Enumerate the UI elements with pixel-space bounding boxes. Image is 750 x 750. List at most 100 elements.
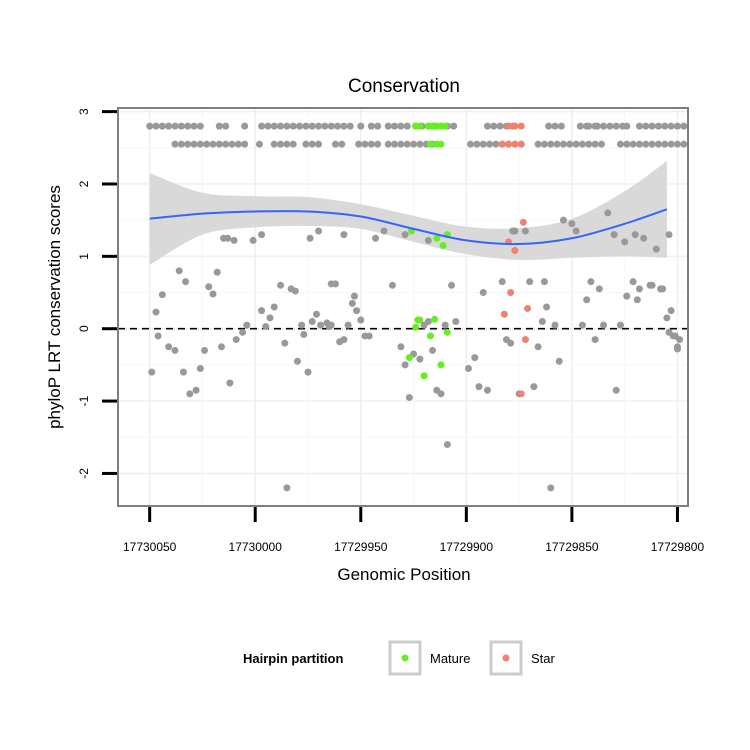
point-other	[179, 368, 187, 376]
point-other	[283, 122, 291, 130]
point-other	[551, 321, 559, 329]
point-other	[597, 140, 605, 148]
point-other	[165, 122, 173, 130]
smooth-trend-line	[149, 208, 668, 246]
point-other	[401, 361, 409, 369]
point-other	[146, 122, 154, 130]
point-star	[507, 289, 515, 297]
point-other	[483, 122, 491, 130]
point-other	[350, 292, 358, 300]
point-other	[293, 357, 301, 365]
x-tick-label: 17730000	[229, 540, 283, 554]
point-other	[243, 321, 251, 329]
point-other	[498, 278, 506, 286]
x-tick-label: 17729800	[651, 540, 705, 554]
point-other	[600, 122, 608, 130]
point-other	[635, 140, 643, 148]
point-other	[217, 343, 225, 351]
point-other	[365, 332, 373, 340]
point-other	[680, 140, 688, 148]
point-star	[511, 122, 519, 130]
legend-label-star: Star	[531, 651, 556, 666]
point-other	[557, 122, 565, 130]
point-other	[568, 220, 576, 228]
legend-label-mature: Mature	[430, 651, 470, 666]
point-other	[228, 140, 236, 148]
point-other	[640, 234, 648, 242]
point-other	[616, 321, 624, 329]
point-other	[289, 140, 297, 148]
point-other	[374, 140, 382, 148]
point-other	[215, 122, 223, 130]
point-other	[152, 122, 160, 130]
point-other	[367, 140, 375, 148]
point-other	[623, 140, 631, 148]
point-other	[441, 321, 449, 329]
point-other	[635, 285, 643, 293]
point-other	[572, 227, 580, 235]
point-other	[331, 280, 339, 288]
point-other	[190, 140, 198, 148]
point-other	[334, 122, 342, 130]
point-other	[416, 355, 424, 363]
point-other	[559, 216, 567, 224]
point-other	[270, 122, 278, 130]
point-other	[629, 278, 637, 286]
point-other	[321, 122, 329, 130]
point-other	[374, 122, 382, 130]
y-tick-label: 3	[77, 108, 91, 115]
point-other	[258, 307, 266, 315]
point-other	[152, 308, 160, 316]
point-other	[380, 227, 388, 235]
point-other	[578, 321, 586, 329]
point-other	[464, 365, 472, 373]
point-other	[258, 231, 266, 239]
point-other	[652, 245, 660, 253]
point-other	[623, 292, 631, 300]
point-other	[283, 140, 291, 148]
point-other	[215, 140, 223, 148]
point-other	[642, 122, 650, 130]
point-other	[186, 390, 194, 398]
point-other	[612, 386, 620, 394]
point-other	[673, 122, 681, 130]
point-other	[308, 140, 316, 148]
point-other	[232, 336, 240, 344]
point-other	[397, 140, 405, 148]
point-other	[629, 140, 637, 148]
point-other	[534, 140, 542, 148]
point-other	[158, 122, 166, 130]
point-other	[241, 140, 249, 148]
point-other	[551, 122, 559, 130]
point-other	[593, 122, 601, 130]
point-other	[296, 122, 304, 130]
point-other	[642, 140, 650, 148]
point-other	[331, 140, 339, 148]
point-other	[538, 317, 546, 325]
point-other	[654, 122, 662, 130]
point-other	[196, 365, 204, 373]
point-other	[578, 140, 586, 148]
point-mature	[443, 328, 451, 336]
legend: Hairpin partition Mature Star	[243, 640, 556, 676]
point-other	[401, 231, 409, 239]
point-star	[500, 310, 508, 318]
legend-key-mature-box	[388, 640, 422, 676]
point-other	[270, 140, 278, 148]
smooth-confidence-ribbon	[149, 160, 667, 266]
point-other	[635, 122, 643, 130]
point-other	[424, 236, 432, 244]
point-other	[184, 122, 192, 130]
point-other	[302, 122, 310, 130]
point-other	[384, 140, 392, 148]
point-other	[315, 140, 323, 148]
point-other	[553, 140, 561, 148]
y-tick-label: 1	[77, 253, 91, 260]
point-other	[367, 122, 375, 130]
point-other	[583, 296, 591, 304]
point-other	[648, 122, 656, 130]
point-other	[190, 122, 198, 130]
point-other	[355, 140, 363, 148]
point-other	[209, 290, 217, 298]
